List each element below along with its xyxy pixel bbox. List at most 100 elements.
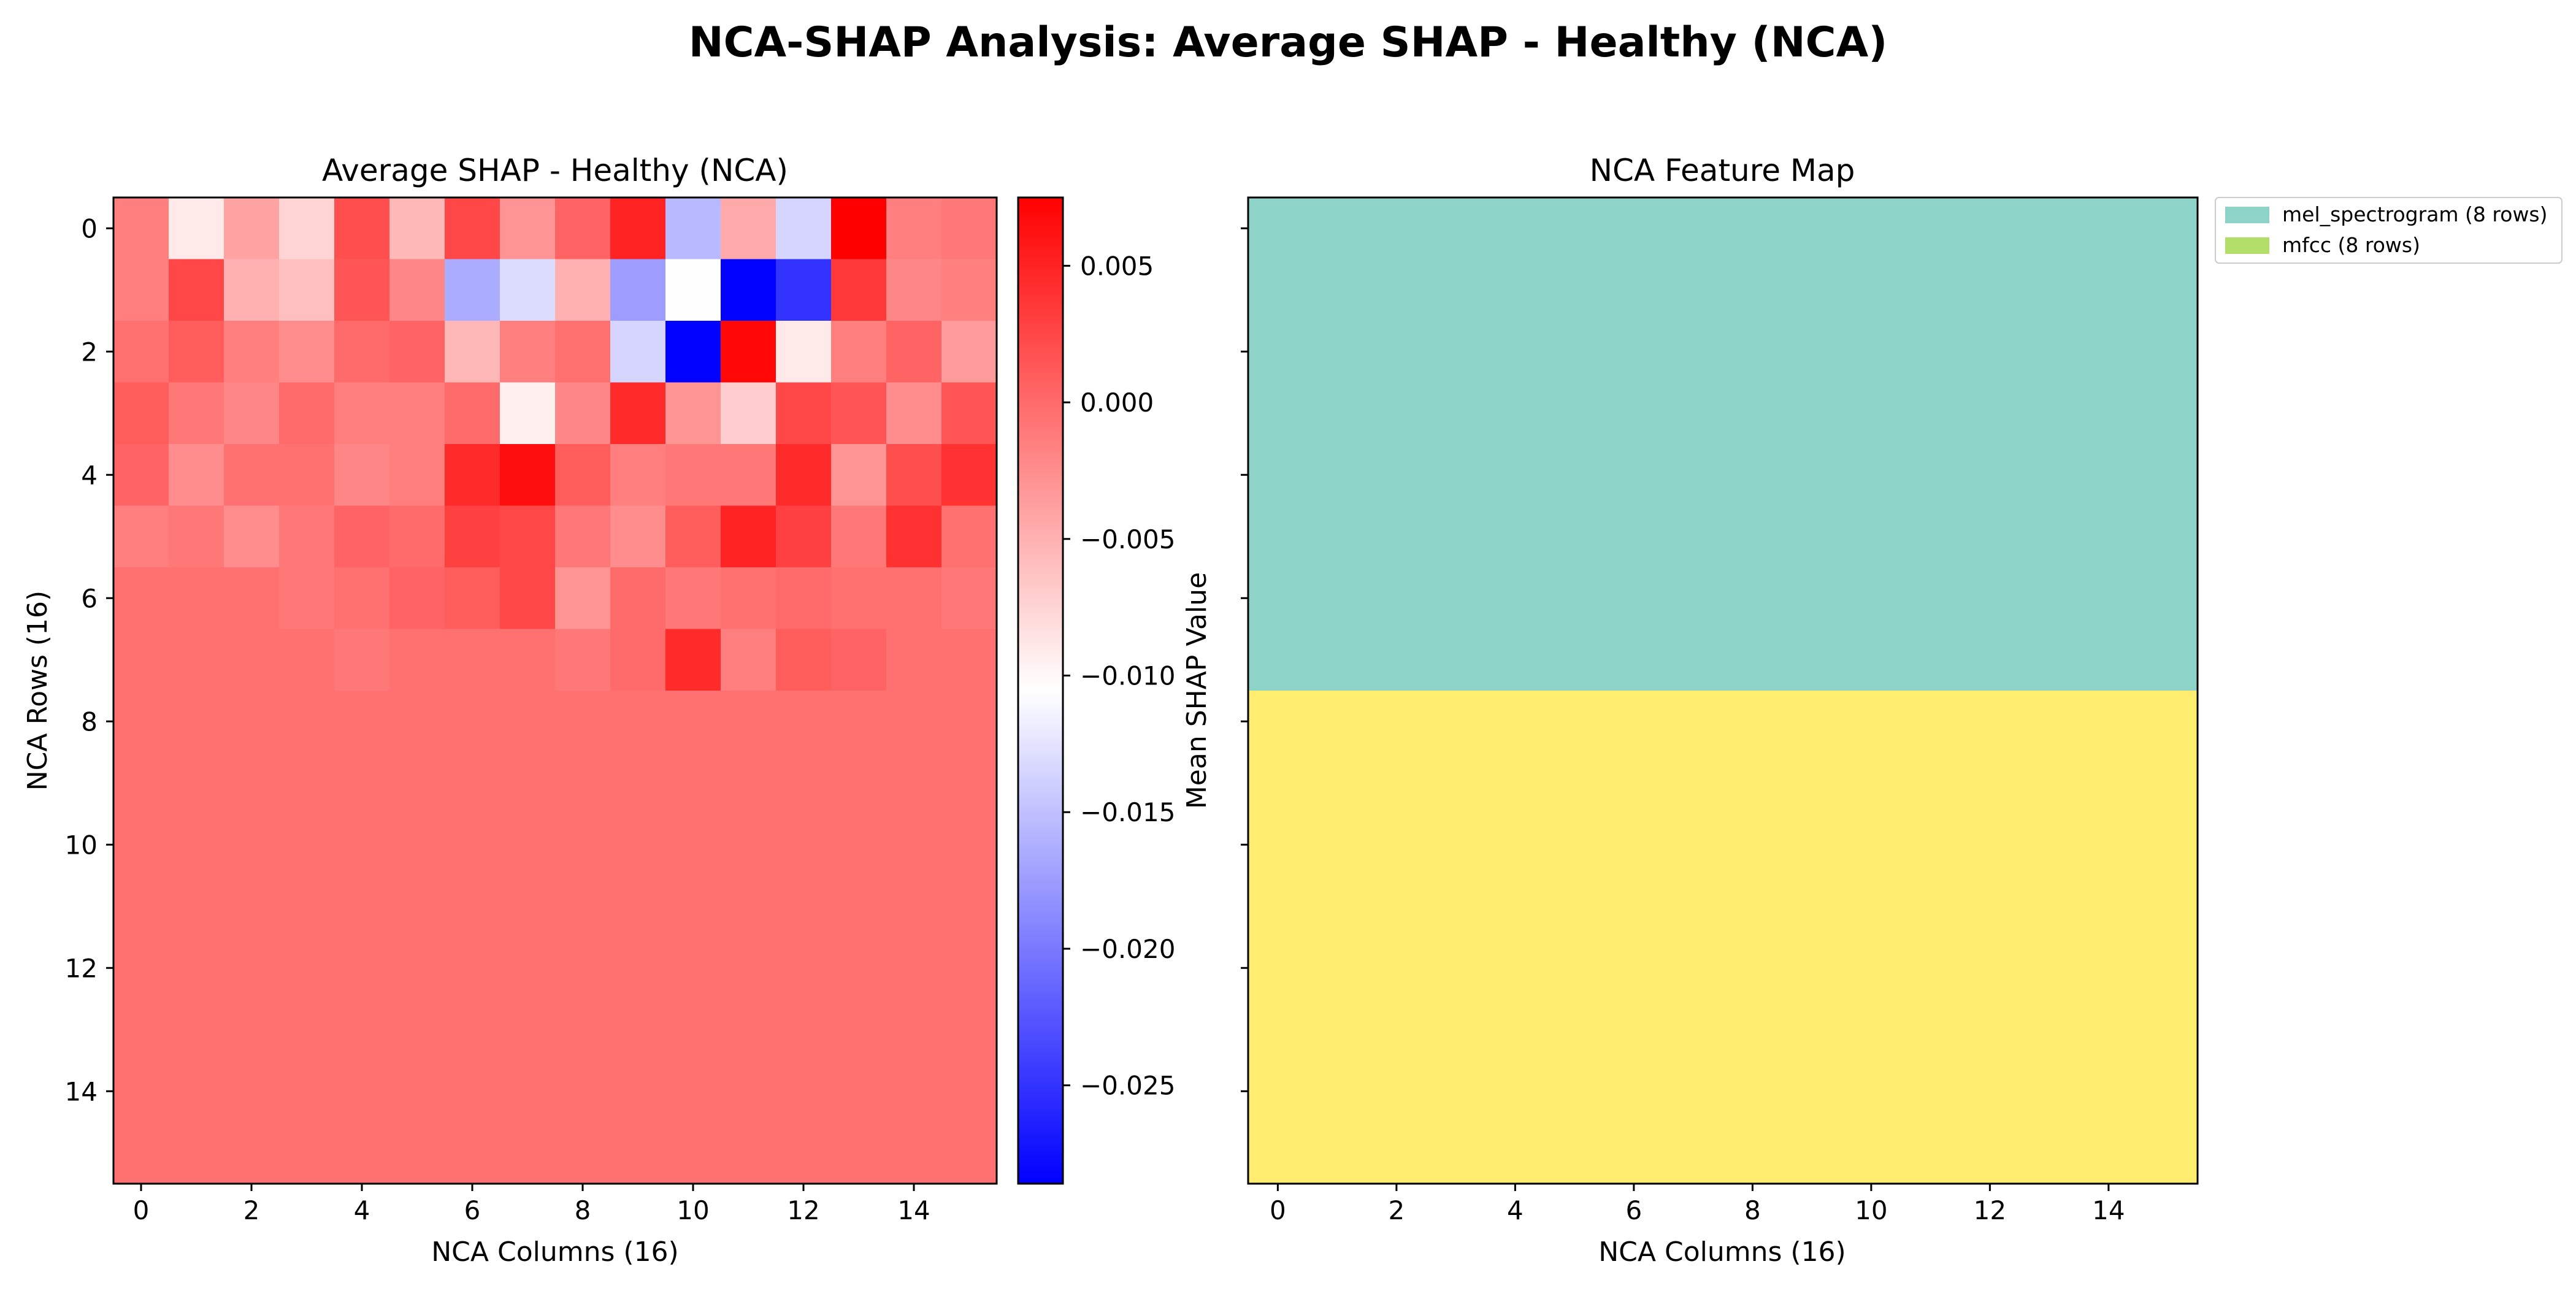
legend-swatch-mfcc	[2225, 237, 2269, 254]
heatmap-cell	[389, 752, 445, 814]
feature-map-x-tick-label: 8	[1744, 1195, 1761, 1225]
heatmap-cell	[113, 197, 169, 260]
colorbar-tick-label: 0.000	[1080, 388, 1154, 418]
heatmap-cell	[941, 998, 997, 1061]
heatmap-cell	[389, 259, 445, 321]
heatmap-cell	[610, 505, 666, 568]
heatmap-cell	[500, 382, 556, 445]
heatmap-cell	[941, 567, 997, 630]
heatmap-cell	[334, 875, 390, 938]
heatmap-cell	[334, 629, 390, 691]
heatmap-cell	[169, 629, 224, 691]
heatmap-cell	[500, 259, 556, 321]
heatmap-cell	[113, 998, 169, 1061]
heatmap-cell	[721, 197, 776, 260]
heatmap-cell	[721, 382, 776, 445]
heatmap-cell	[445, 998, 500, 1061]
heatmap-x-tick-label: 6	[464, 1195, 481, 1225]
heatmap-cell	[610, 1060, 666, 1123]
heatmap-cell	[831, 937, 887, 1000]
heatmap-cell	[279, 567, 335, 630]
heatmap-cell	[555, 814, 611, 876]
heatmap-cell	[279, 814, 335, 876]
heatmap-cell	[941, 875, 997, 938]
heatmap-cell	[169, 998, 224, 1061]
heatmap-title: Average SHAP - Healthy (NCA)	[322, 153, 788, 188]
heatmap-cell	[500, 691, 556, 753]
heatmap-cell	[389, 1122, 445, 1184]
heatmap-cell	[665, 567, 721, 630]
heatmap-cell	[500, 505, 556, 568]
heatmap-y-tick-label: 14	[65, 1076, 98, 1106]
heatmap-x-tick-label: 8	[575, 1195, 591, 1225]
heatmap-cell	[445, 875, 500, 938]
heatmap-cell	[776, 998, 832, 1061]
heatmap-cell	[721, 259, 776, 321]
heatmap-cells	[113, 197, 997, 1184]
heatmap-cell	[941, 259, 997, 321]
heatmap-x-tick-label: 2	[243, 1195, 260, 1225]
colorbar-frame	[1017, 196, 1064, 1185]
heatmap-cell	[445, 382, 500, 445]
figure-title: NCA-SHAP Analysis: Average SHAP - Health…	[689, 18, 1888, 67]
heatmap-cell	[169, 691, 224, 753]
heatmap-cell	[224, 691, 280, 753]
heatmap-x-tick-label: 0	[133, 1195, 150, 1225]
heatmap-cell	[113, 444, 169, 507]
feature-region-mfcc	[1248, 691, 2198, 1184]
heatmap-cell	[169, 505, 224, 568]
heatmap-cell	[610, 691, 666, 753]
feature-region-mel-spectrogram	[1248, 197, 2198, 691]
heatmap-cell	[555, 505, 611, 568]
heatmap-frame	[112, 196, 998, 1185]
heatmap-cell	[334, 998, 390, 1061]
heatmap-cell	[169, 321, 224, 383]
colorbar-tick-label: 0.005	[1080, 251, 1154, 281]
legend: mel_spectrogram (8 rows) mfcc (8 rows)	[2215, 197, 2563, 264]
feature-map-regions	[1248, 197, 2198, 1184]
feature-map-x-tick-label: 4	[1507, 1195, 1524, 1225]
legend-box	[2215, 197, 2563, 264]
heatmap-cell	[665, 259, 721, 321]
heatmap-cell	[831, 197, 887, 260]
heatmap-cell	[224, 567, 280, 630]
heatmap-cell	[500, 937, 556, 1000]
heatmap-cell	[831, 691, 887, 753]
heatmap-cell	[776, 444, 832, 507]
heatmap-cell	[610, 382, 666, 445]
heatmap-cell	[721, 444, 776, 507]
heatmap-cell	[389, 814, 445, 876]
heatmap-cell	[279, 1060, 335, 1123]
heatmap-cell	[279, 259, 335, 321]
heatmap-cell	[169, 814, 224, 876]
heatmap-cell	[224, 259, 280, 321]
heatmap-cell	[776, 259, 832, 321]
heatmap-cell	[113, 814, 169, 876]
colorbar-ticks: 0.005 0.000 −0.005 −0.010 −0.015 −0.020 −0.025	[1063, 251, 1175, 1101]
legend-label-mel-spectrogram: mel_spectrogram (8 rows)	[2282, 202, 2548, 226]
heatmap-cell	[445, 1060, 500, 1123]
heatmap-cell	[941, 1122, 997, 1184]
heatmap-y-tick-label: 0	[81, 213, 98, 243]
heatmap-x-tick-label: 12	[787, 1195, 819, 1225]
heatmap-cell	[555, 1060, 611, 1123]
heatmap-cell	[500, 1122, 556, 1184]
heatmap-cell	[224, 197, 280, 260]
heatmap-y-tick-label: 2	[81, 337, 98, 367]
heatmap-cell	[389, 875, 445, 938]
heatmap-cell	[500, 629, 556, 691]
heatmap-cell	[886, 444, 942, 507]
heatmap-cell	[334, 1122, 390, 1184]
feature-map-x-axis-label: NCA Columns (16)	[1598, 1236, 1846, 1268]
heatmap-cell	[389, 567, 445, 630]
heatmap-cell	[886, 814, 942, 876]
feature-map-x-tick-label: 12	[1974, 1195, 2006, 1225]
heatmap-cell	[389, 505, 445, 568]
heatmap-cell	[334, 382, 390, 445]
heatmap-cell	[224, 937, 280, 1000]
heatmap-cell	[721, 752, 776, 814]
heatmap-cell	[113, 752, 169, 814]
heatmap-cell	[886, 567, 942, 630]
heatmap-cell	[389, 382, 445, 445]
feature-map-y-ticks	[1241, 227, 1248, 1092]
